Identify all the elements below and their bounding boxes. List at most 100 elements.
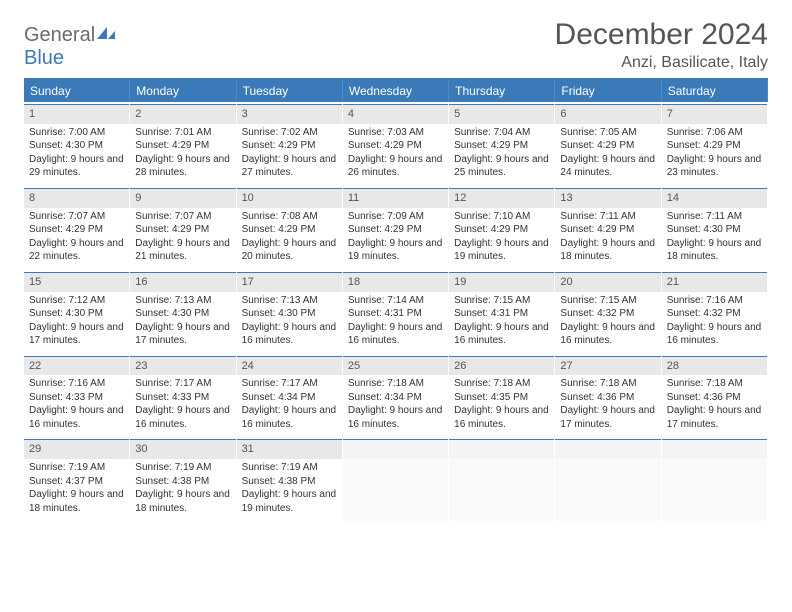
daylight-line: Daylight: 9 hours and 18 minutes. (135, 488, 230, 515)
day-number: 12 (449, 188, 554, 208)
daylight-line: Daylight: 9 hours and 23 minutes. (667, 153, 762, 180)
sunrise-line: Sunrise: 7:18 AM (348, 377, 443, 391)
day-number: 31 (237, 439, 342, 459)
day-number: 19 (449, 272, 554, 292)
sunrise-line: Sunrise: 7:18 AM (454, 377, 549, 391)
sunrise-line: Sunrise: 7:07 AM (135, 210, 230, 224)
daylight-line: Daylight: 9 hours and 16 minutes. (29, 404, 124, 431)
sunrise-line: Sunrise: 7:13 AM (242, 294, 337, 308)
sunrise-line: Sunrise: 7:11 AM (560, 210, 655, 224)
sunset-line: Sunset: 4:30 PM (29, 139, 124, 153)
sunset-line: Sunset: 4:29 PM (348, 223, 443, 237)
day-number: 29 (24, 439, 129, 459)
calendar-cell: 22Sunrise: 7:16 AMSunset: 4:33 PMDayligh… (24, 354, 130, 438)
sunrise-line: Sunrise: 7:10 AM (454, 210, 549, 224)
sunset-line: Sunset: 4:29 PM (560, 139, 655, 153)
sunrise-line: Sunrise: 7:09 AM (348, 210, 443, 224)
calendar-cell: 12Sunrise: 7:10 AMSunset: 4:29 PMDayligh… (449, 186, 555, 270)
sunrise-line: Sunrise: 7:02 AM (242, 126, 337, 140)
calendar-cell: 24Sunrise: 7:17 AMSunset: 4:34 PMDayligh… (237, 354, 343, 438)
calendar-cell: 17Sunrise: 7:13 AMSunset: 4:30 PMDayligh… (237, 270, 343, 354)
sunrise-line: Sunrise: 7:15 AM (454, 294, 549, 308)
calendar-cell: 9Sunrise: 7:07 AMSunset: 4:29 PMDaylight… (130, 186, 236, 270)
daylight-line: Daylight: 9 hours and 16 minutes. (454, 321, 549, 348)
sunset-line: Sunset: 4:29 PM (667, 139, 762, 153)
calendar-cell: 7Sunrise: 7:06 AMSunset: 4:29 PMDaylight… (662, 102, 768, 186)
day-number: 11 (343, 188, 448, 208)
sunset-line: Sunset: 4:35 PM (454, 391, 549, 405)
sunrise-line: Sunrise: 7:01 AM (135, 126, 230, 140)
sunset-line: Sunset: 4:33 PM (29, 391, 124, 405)
sunset-line: Sunset: 4:29 PM (135, 139, 230, 153)
sunset-line: Sunset: 4:34 PM (242, 391, 337, 405)
calendar-cell: 15Sunrise: 7:12 AMSunset: 4:30 PMDayligh… (24, 270, 130, 354)
daylight-line: Daylight: 9 hours and 19 minutes. (454, 237, 549, 264)
daylight-line: Daylight: 9 hours and 17 minutes. (560, 404, 655, 431)
sunrise-line: Sunrise: 7:14 AM (348, 294, 443, 308)
sunrise-line: Sunrise: 7:16 AM (29, 377, 124, 391)
day-number: 13 (555, 188, 660, 208)
sunrise-line: Sunrise: 7:04 AM (454, 126, 549, 140)
sunset-line: Sunset: 4:30 PM (135, 307, 230, 321)
calendar-cell: 2 Sunrise: 7:01 AMSunset: 4:29 PMDaylight… (130, 102, 236, 186)
sunrise-line: Sunrise: 7:15 AM (560, 294, 655, 308)
day-number: 28 (662, 356, 767, 376)
sunrise-line: Sunrise: 7:18 AM (560, 377, 655, 391)
calendar-cell: 10Sunrise: 7:08 AMSunset: 4:29 PMDayligh… (237, 186, 343, 270)
sunset-line: Sunset: 4:29 PM (242, 139, 337, 153)
daylight-line: Daylight: 9 hours and 16 minutes. (454, 404, 549, 431)
sunset-line: Sunset: 4:29 PM (454, 139, 549, 153)
daylight-line: Daylight: 9 hours and 28 minutes. (135, 153, 230, 180)
title-block: December 2024 Anzi, Basilicate, Italy (555, 18, 768, 72)
calendar-cell: 27Sunrise: 7:18 AMSunset: 4:36 PMDayligh… (555, 354, 661, 438)
daylight-line: Daylight: 9 hours and 16 minutes. (242, 404, 337, 431)
day-number: 16 (130, 272, 235, 292)
sunset-line: Sunset: 4:30 PM (667, 223, 762, 237)
sail-icon (95, 25, 117, 46)
day-number: 26 (449, 356, 554, 376)
calendar-cell: 23Sunrise: 7:17 AMSunset: 4:33 PMDayligh… (130, 354, 236, 438)
calendar-cell: 18Sunrise: 7:14 AMSunset: 4:31 PMDayligh… (343, 270, 449, 354)
daylight-line: Daylight: 9 hours and 18 minutes. (560, 237, 655, 264)
daylight-line: Daylight: 9 hours and 27 minutes. (242, 153, 337, 180)
calendar-cell: 30Sunrise: 7:19 AMSunset: 4:38 PMDayligh… (130, 437, 236, 521)
daylight-line: Daylight: 9 hours and 16 minutes. (348, 321, 443, 348)
daylight-line: Daylight: 9 hours and 16 minutes. (242, 321, 337, 348)
daylight-line: Daylight: 9 hours and 22 minutes. (29, 237, 124, 264)
daylight-line: Daylight: 9 hours and 16 minutes. (135, 404, 230, 431)
day-number: 3 (237, 104, 342, 124)
sunset-line: Sunset: 4:31 PM (348, 307, 443, 321)
day-number: 22 (24, 356, 129, 376)
day-number: 7 (662, 104, 767, 124)
calendar-cell (555, 437, 661, 521)
day-number: 24 (237, 356, 342, 376)
header: General Blue December 2024 Anzi, Basilic… (24, 18, 768, 72)
dow-header: Wednesday (343, 80, 449, 102)
sunset-line: Sunset: 4:32 PM (560, 307, 655, 321)
dow-header: Friday (555, 80, 661, 102)
sunset-line: Sunset: 4:31 PM (454, 307, 549, 321)
dow-header: Saturday (662, 80, 768, 102)
sunset-line: Sunset: 4:32 PM (667, 307, 762, 321)
day-number: 17 (237, 272, 342, 292)
daylight-line: Daylight: 9 hours and 24 minutes. (560, 153, 655, 180)
day-number: 2 (130, 104, 235, 124)
day-number: 10 (237, 188, 342, 208)
daylight-line: Daylight: 9 hours and 16 minutes. (348, 404, 443, 431)
day-number (449, 439, 554, 459)
calendar-cell: 26Sunrise: 7:18 AMSunset: 4:35 PMDayligh… (449, 354, 555, 438)
day-number: 14 (662, 188, 767, 208)
sunrise-line: Sunrise: 7:07 AM (29, 210, 124, 224)
calendar-cell: 4Sunrise: 7:03 AMSunset: 4:29 PMDaylight… (343, 102, 449, 186)
sunset-line: Sunset: 4:33 PM (135, 391, 230, 405)
dow-header: Sunday (24, 80, 130, 102)
calendar-cell: 5Sunrise: 7:04 AMSunset: 4:29 PMDaylight… (449, 102, 555, 186)
sunrise-line: Sunrise: 7:05 AM (560, 126, 655, 140)
sunrise-line: Sunrise: 7:16 AM (667, 294, 762, 308)
dow-header: Thursday (449, 80, 555, 102)
day-number: 1 (24, 104, 129, 124)
sunrise-line: Sunrise: 7:17 AM (135, 377, 230, 391)
sunset-line: Sunset: 4:29 PM (135, 223, 230, 237)
daylight-line: Daylight: 9 hours and 18 minutes. (667, 237, 762, 264)
logo: General Blue (24, 18, 117, 70)
